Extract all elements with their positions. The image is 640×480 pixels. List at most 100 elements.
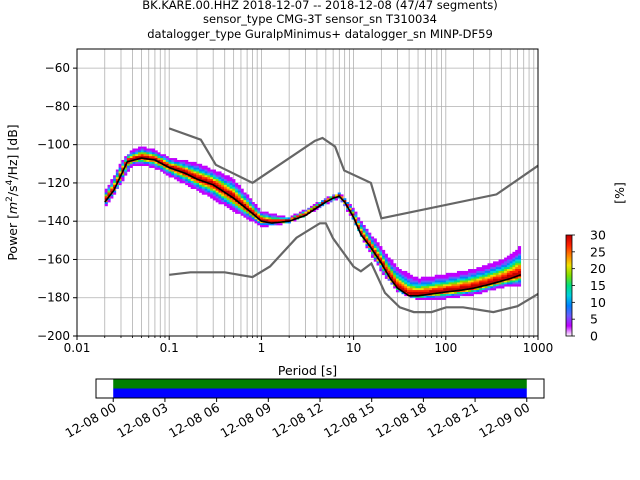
density-cell (501, 274, 505, 277)
density-cell (437, 278, 441, 281)
density-cell (132, 150, 136, 153)
density-cell (434, 286, 438, 289)
density-cell (204, 190, 208, 193)
density-cell (312, 203, 316, 207)
density-cell (212, 194, 216, 197)
density-cell (462, 278, 466, 281)
density-cell (218, 190, 222, 193)
density-cell (418, 295, 422, 299)
density-cell (484, 280, 488, 283)
density-cell (470, 270, 474, 274)
density-cell (121, 161, 125, 165)
density-cell (448, 276, 452, 279)
density-cell (412, 290, 416, 293)
density-cell (412, 276, 416, 279)
density-cell (404, 286, 408, 289)
density-cell (279, 215, 283, 218)
density-cell (293, 213, 297, 216)
density-cell (232, 205, 236, 209)
density-cell (479, 280, 483, 283)
density-cell (237, 205, 241, 209)
density-cell (468, 291, 472, 295)
density-cell (212, 188, 216, 191)
density-cell (140, 163, 144, 167)
density-cell (154, 167, 158, 170)
density-cell (365, 234, 369, 237)
density-cell (490, 280, 494, 283)
density-cell (506, 263, 510, 266)
density-cell (240, 194, 244, 197)
density-cell (476, 269, 480, 272)
density-cell (121, 163, 125, 167)
density-cell (185, 167, 189, 170)
density-cell (212, 177, 216, 180)
x-axis-label: Period [s] (278, 363, 337, 378)
density-cell (193, 161, 197, 165)
density-cell (207, 167, 211, 170)
density-cell (437, 288, 441, 291)
density-cell (376, 242, 380, 245)
density-cell (432, 286, 436, 289)
density-cell (437, 282, 441, 285)
density-cell (243, 211, 247, 214)
density-cell (332, 194, 336, 197)
density-cell (337, 192, 341, 195)
density-cell (215, 175, 219, 178)
density-cell (517, 246, 522, 249)
density-cell (207, 190, 211, 193)
density-cell (362, 240, 366, 243)
density-cell (171, 161, 175, 165)
density-cell (487, 269, 491, 272)
density-cell (365, 228, 369, 232)
density-cell (154, 158, 158, 161)
density-cell (149, 156, 153, 159)
density-cell (512, 272, 516, 276)
density-cell (443, 276, 447, 279)
density-cell (495, 263, 499, 266)
density-cell (185, 163, 189, 167)
density-cell (237, 190, 241, 193)
density-cell (445, 280, 449, 283)
density-cell (515, 269, 519, 272)
density-cell (415, 276, 419, 279)
density-cell (210, 179, 214, 182)
density-cell (237, 194, 241, 197)
density-cell (240, 213, 244, 216)
density-cell (515, 280, 519, 283)
density-cell (382, 255, 386, 258)
density-cell (201, 186, 205, 189)
density-cell (451, 295, 455, 299)
density-cell (276, 217, 280, 220)
density-cell (160, 165, 164, 168)
density-cell (110, 196, 114, 199)
y-tick-label: −160 (37, 252, 70, 266)
density-cell (251, 217, 255, 220)
density-cell (509, 269, 513, 272)
density-cell (143, 156, 147, 159)
density-cell (495, 286, 499, 289)
density-cell (429, 291, 433, 295)
density-cell (462, 293, 466, 297)
density-cell (124, 169, 128, 172)
density-cell (473, 280, 477, 283)
density-cell (448, 291, 452, 295)
density-cell (226, 181, 230, 184)
density-cell (398, 269, 402, 272)
density-cell (143, 159, 147, 163)
density-cell (201, 177, 205, 180)
density-cell (226, 205, 230, 209)
density-cell (346, 202, 350, 205)
density-cell (151, 152, 155, 155)
density-cell (368, 249, 372, 253)
density-cell (154, 150, 158, 153)
density-cell (174, 161, 178, 165)
density-cell (201, 188, 205, 191)
density-cell (124, 158, 128, 161)
density-cell (517, 251, 522, 255)
density-cell (129, 152, 133, 155)
density-cell (432, 278, 436, 281)
density-cell (226, 196, 230, 199)
density-cell (207, 169, 211, 172)
density-cell (121, 173, 125, 176)
density-cell (282, 217, 286, 220)
